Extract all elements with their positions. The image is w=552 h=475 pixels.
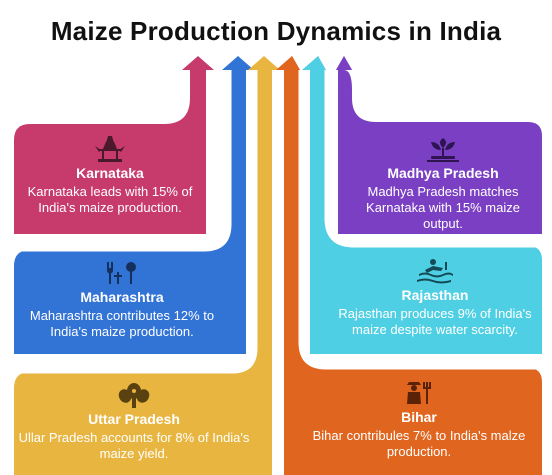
karnataka-card: Karnataka Karnataka leads with 15% of In… (18, 136, 202, 216)
madhya-pradesh-arrowhead (336, 56, 352, 70)
bihar-arrowhead (284, 56, 300, 70)
farmer-icon (407, 382, 431, 404)
madhya-pradesh-name: Madhya Pradesh (387, 165, 499, 181)
grain-icon (118, 383, 150, 408)
rajasthan-arrowhead (310, 56, 326, 70)
uttar-pradesh-arrowhead (256, 56, 272, 70)
maharashtra-arrow-shape (14, 56, 254, 354)
karnataka-description: Karnataka leads with 15% of India's maiz… (27, 184, 193, 215)
bihar-arrow-shape (284, 70, 542, 475)
bihar-description: Bihar contribules 7% to India's malze pr… (312, 428, 526, 459)
uttar-pradesh-name: Uttar Pradesh (88, 411, 180, 427)
madhya-pradesh-description: Madhya Pradesh matches Karnataka with 15… (366, 184, 520, 231)
rajasthan-card: Rajasthan Rajasthan produces 9% of India… (330, 258, 540, 338)
madhya-pradesh-arrow-shape (336, 70, 542, 234)
desert-icon (417, 259, 453, 284)
maharashtra-name: Maharashtra (80, 289, 164, 305)
rajasthan-description: Rajasthan produces 9% of India's maize d… (338, 306, 532, 337)
temple-icon (95, 136, 125, 162)
maharashtra-description: Maharashtra contributes 12% to India's m… (29, 308, 215, 339)
madhya-pradesh-card: Madhya Pradesh Madhya Pradesh matches Ka… (346, 136, 540, 232)
maharashtra-card: Maharashtra Maharashtra contributes 12% … (14, 260, 230, 340)
uttar-pradesh-description: Ullar Pradesh accounts for 8% of India's… (18, 430, 250, 461)
karnataka-arrowhead (202, 60, 212, 70)
diagram-title: Maize Production Dynamics in India (50, 16, 502, 46)
maharashtra-arrowhead (230, 56, 246, 70)
rajasthan-name: Rajasthan (401, 287, 469, 303)
bihar-card: Bihar Bihar contribules 7% to India's ma… (306, 380, 532, 460)
bihar-name: Bihar (401, 409, 437, 425)
rajasthan-arrow-shape (310, 70, 542, 354)
farm-tools-icon (107, 262, 136, 284)
plant-icon (427, 138, 459, 162)
karnataka-name: Karnataka (76, 165, 144, 181)
uttar-pradesh-card: Uttar Pradesh Ullar Pradesh accounts for… (16, 382, 252, 462)
